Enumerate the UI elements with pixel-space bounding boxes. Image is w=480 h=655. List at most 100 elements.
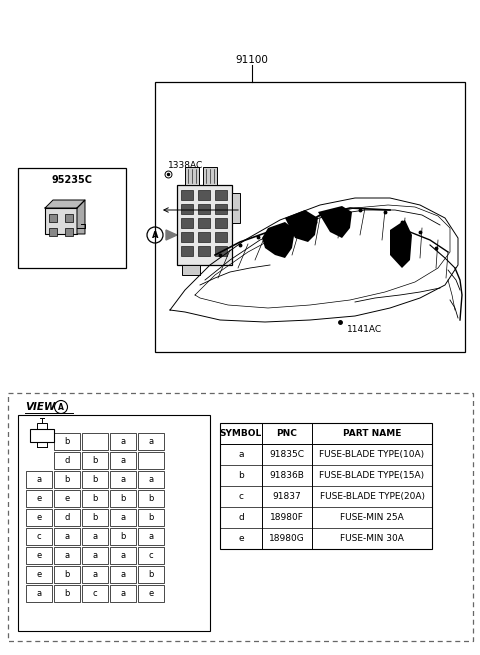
Text: VIEW: VIEW: [25, 402, 56, 412]
Text: b: b: [92, 494, 98, 503]
Bar: [215, 204, 227, 214]
Text: b: b: [64, 589, 70, 598]
Bar: [215, 232, 227, 242]
Bar: [198, 204, 210, 214]
Text: b: b: [64, 475, 70, 484]
Text: A: A: [152, 231, 158, 240]
Bar: [215, 190, 227, 200]
Text: c: c: [239, 492, 243, 501]
Text: d: d: [64, 456, 70, 465]
Text: A: A: [58, 403, 64, 411]
Bar: [82, 585, 108, 602]
Bar: [220, 423, 432, 549]
Bar: [54, 528, 80, 545]
Bar: [110, 566, 136, 583]
Text: a: a: [120, 551, 126, 560]
Text: d: d: [238, 513, 244, 522]
Bar: [45, 208, 77, 234]
Text: b: b: [120, 494, 126, 503]
Bar: [138, 585, 164, 602]
Bar: [203, 167, 217, 185]
Text: b: b: [148, 494, 154, 503]
Polygon shape: [166, 230, 177, 240]
Text: 95235C: 95235C: [51, 175, 93, 185]
Text: e: e: [148, 589, 154, 598]
Text: b: b: [238, 471, 244, 480]
Text: e: e: [36, 570, 42, 579]
Text: b: b: [148, 513, 154, 522]
Bar: [18, 168, 126, 268]
Bar: [215, 218, 227, 228]
Bar: [198, 190, 210, 200]
Bar: [177, 185, 232, 265]
Bar: [82, 433, 108, 450]
Bar: [138, 433, 164, 450]
Text: a: a: [148, 532, 154, 541]
Bar: [65, 214, 73, 222]
Bar: [8, 393, 473, 641]
Text: e: e: [238, 534, 244, 543]
Text: FUSE-MIN 30A: FUSE-MIN 30A: [340, 534, 404, 543]
Bar: [54, 433, 80, 450]
Bar: [26, 585, 52, 602]
Text: e: e: [36, 494, 42, 503]
Bar: [26, 471, 52, 488]
Bar: [26, 566, 52, 583]
Bar: [185, 167, 199, 185]
Text: a: a: [120, 513, 126, 522]
Text: a: a: [120, 475, 126, 484]
Text: a: a: [238, 450, 244, 459]
Bar: [110, 471, 136, 488]
Polygon shape: [390, 220, 412, 268]
Bar: [181, 204, 193, 214]
Bar: [110, 547, 136, 564]
Bar: [155, 82, 465, 352]
Text: 91835C: 91835C: [269, 450, 304, 459]
Bar: [26, 490, 52, 507]
Bar: [82, 547, 108, 564]
Text: FUSE-BLADE TYPE(10A): FUSE-BLADE TYPE(10A): [319, 450, 425, 459]
Text: a: a: [93, 532, 97, 541]
Text: e: e: [36, 513, 42, 522]
Text: a: a: [120, 589, 126, 598]
Bar: [110, 433, 136, 450]
Bar: [30, 429, 54, 442]
Bar: [182, 265, 200, 275]
Text: 18980G: 18980G: [269, 534, 305, 543]
Text: c: c: [93, 589, 97, 598]
Bar: [65, 228, 73, 236]
Text: b: b: [92, 513, 98, 522]
Bar: [82, 509, 108, 526]
Bar: [232, 193, 240, 223]
Polygon shape: [318, 206, 352, 238]
Bar: [198, 218, 210, 228]
Text: 1338AC: 1338AC: [168, 160, 203, 170]
Text: d: d: [64, 513, 70, 522]
Text: 1141AC: 1141AC: [348, 326, 383, 335]
Bar: [215, 246, 227, 256]
Bar: [54, 490, 80, 507]
Text: SYMBOL: SYMBOL: [220, 429, 262, 438]
Text: c: c: [149, 551, 153, 560]
Bar: [138, 471, 164, 488]
Bar: [26, 528, 52, 545]
Bar: [26, 509, 52, 526]
Bar: [110, 452, 136, 469]
Bar: [82, 528, 108, 545]
Bar: [54, 547, 80, 564]
Polygon shape: [45, 200, 85, 208]
Bar: [82, 452, 108, 469]
Text: 91837: 91837: [273, 492, 301, 501]
Text: a: a: [64, 551, 70, 560]
Bar: [49, 214, 57, 222]
Text: a: a: [36, 475, 42, 484]
Bar: [82, 471, 108, 488]
Polygon shape: [285, 210, 318, 242]
Bar: [37, 423, 47, 429]
Bar: [54, 585, 80, 602]
Text: FUSE-MIN 25A: FUSE-MIN 25A: [340, 513, 404, 522]
Text: e: e: [36, 551, 42, 560]
Bar: [138, 452, 164, 469]
Text: a: a: [36, 589, 42, 598]
Bar: [138, 528, 164, 545]
